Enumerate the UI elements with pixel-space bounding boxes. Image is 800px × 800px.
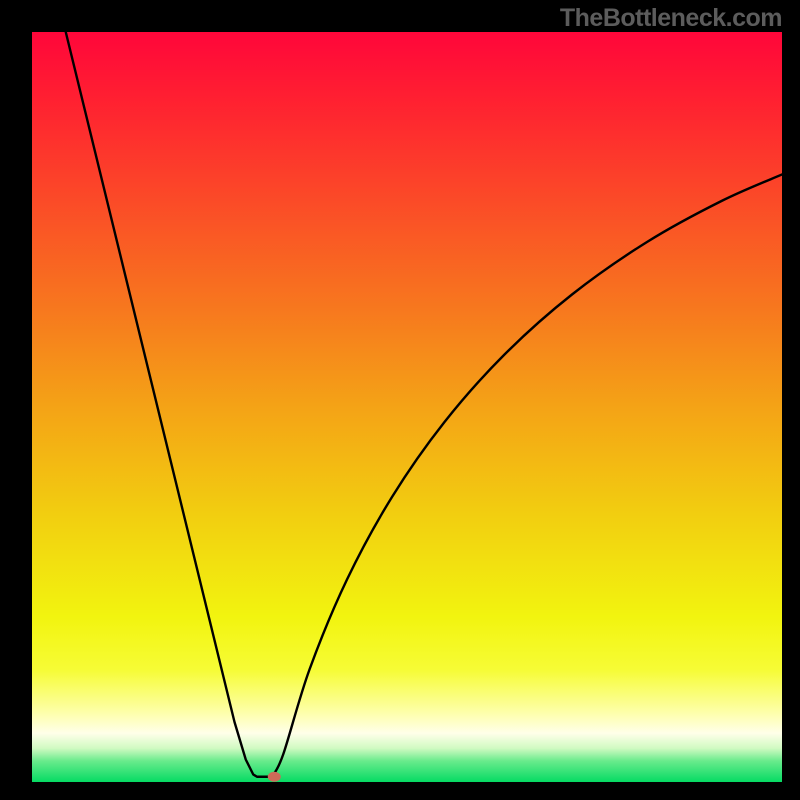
minimum-marker — [268, 772, 281, 782]
gradient-background — [32, 32, 782, 782]
watermark-text: TheBottleneck.com — [560, 4, 782, 33]
chart-svg — [32, 32, 782, 782]
chart-container: TheBottleneck.com — [0, 0, 800, 800]
